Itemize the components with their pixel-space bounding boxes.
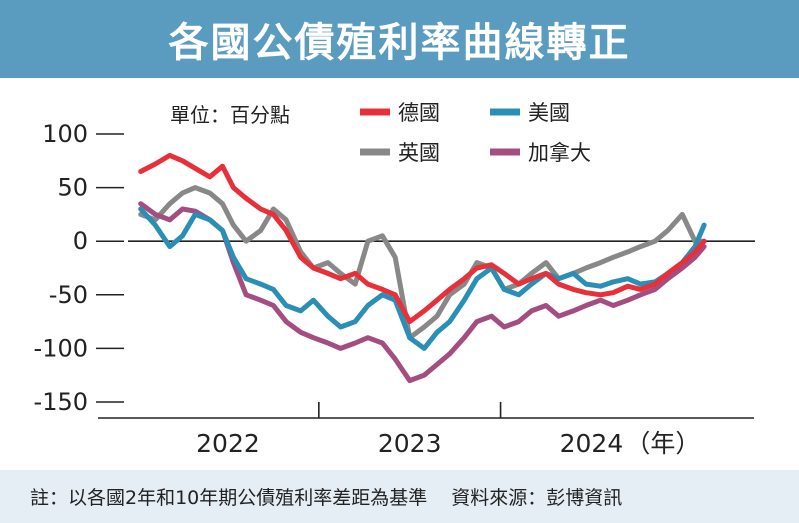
- footer-bar: 註：以各國2年和10年期公債殖利率差距為基準 資料來源：彭博資訊: [0, 470, 799, 523]
- y-tick-label: -50: [49, 281, 88, 309]
- legend-label-us: 美國: [528, 101, 570, 125]
- series-line-uk: [138, 185, 707, 341]
- series-line-us: [138, 206, 707, 351]
- chart-title: 各國公債殖利率曲線轉正: [168, 20, 631, 66]
- x-unit-label: （年）: [625, 429, 700, 458]
- x-year-label: 2022: [196, 429, 260, 458]
- x-year-label: 2024: [560, 429, 624, 458]
- footer-source: 資料來源：彭博資訊: [451, 487, 623, 509]
- legend-label-canada: 加拿大: [528, 141, 591, 165]
- y-tick-label: 100: [42, 120, 88, 148]
- y-tick-label: -100: [34, 334, 88, 362]
- y-tick-label: 0: [73, 227, 88, 255]
- unit-label: 單位：百分點: [170, 103, 290, 127]
- chart-area: 100 50 0 -50 -100 -150 2022 2023 2024 （年） 單位：百分點 德國…: [0, 78, 799, 470]
- title-bar: 各國公債殖利率曲線轉正: [0, 0, 799, 78]
- y-tick-label: 50: [57, 174, 88, 202]
- legend-label-germany: 德國: [398, 101, 440, 125]
- series-line-germany: [138, 152, 707, 325]
- footer-note: 註：以各國2年和10年期公債殖利率差距為基準: [30, 487, 428, 509]
- x-year-label: 2023: [378, 429, 442, 458]
- line-chart: 100 50 0 -50 -100 -150 2022 2023 2024 （年） 單位：百分點 德國…: [34, 101, 755, 458]
- legend-label-uk: 英國: [398, 141, 440, 165]
- series-line-canada: [138, 201, 707, 384]
- y-tick-label: -150: [34, 388, 88, 416]
